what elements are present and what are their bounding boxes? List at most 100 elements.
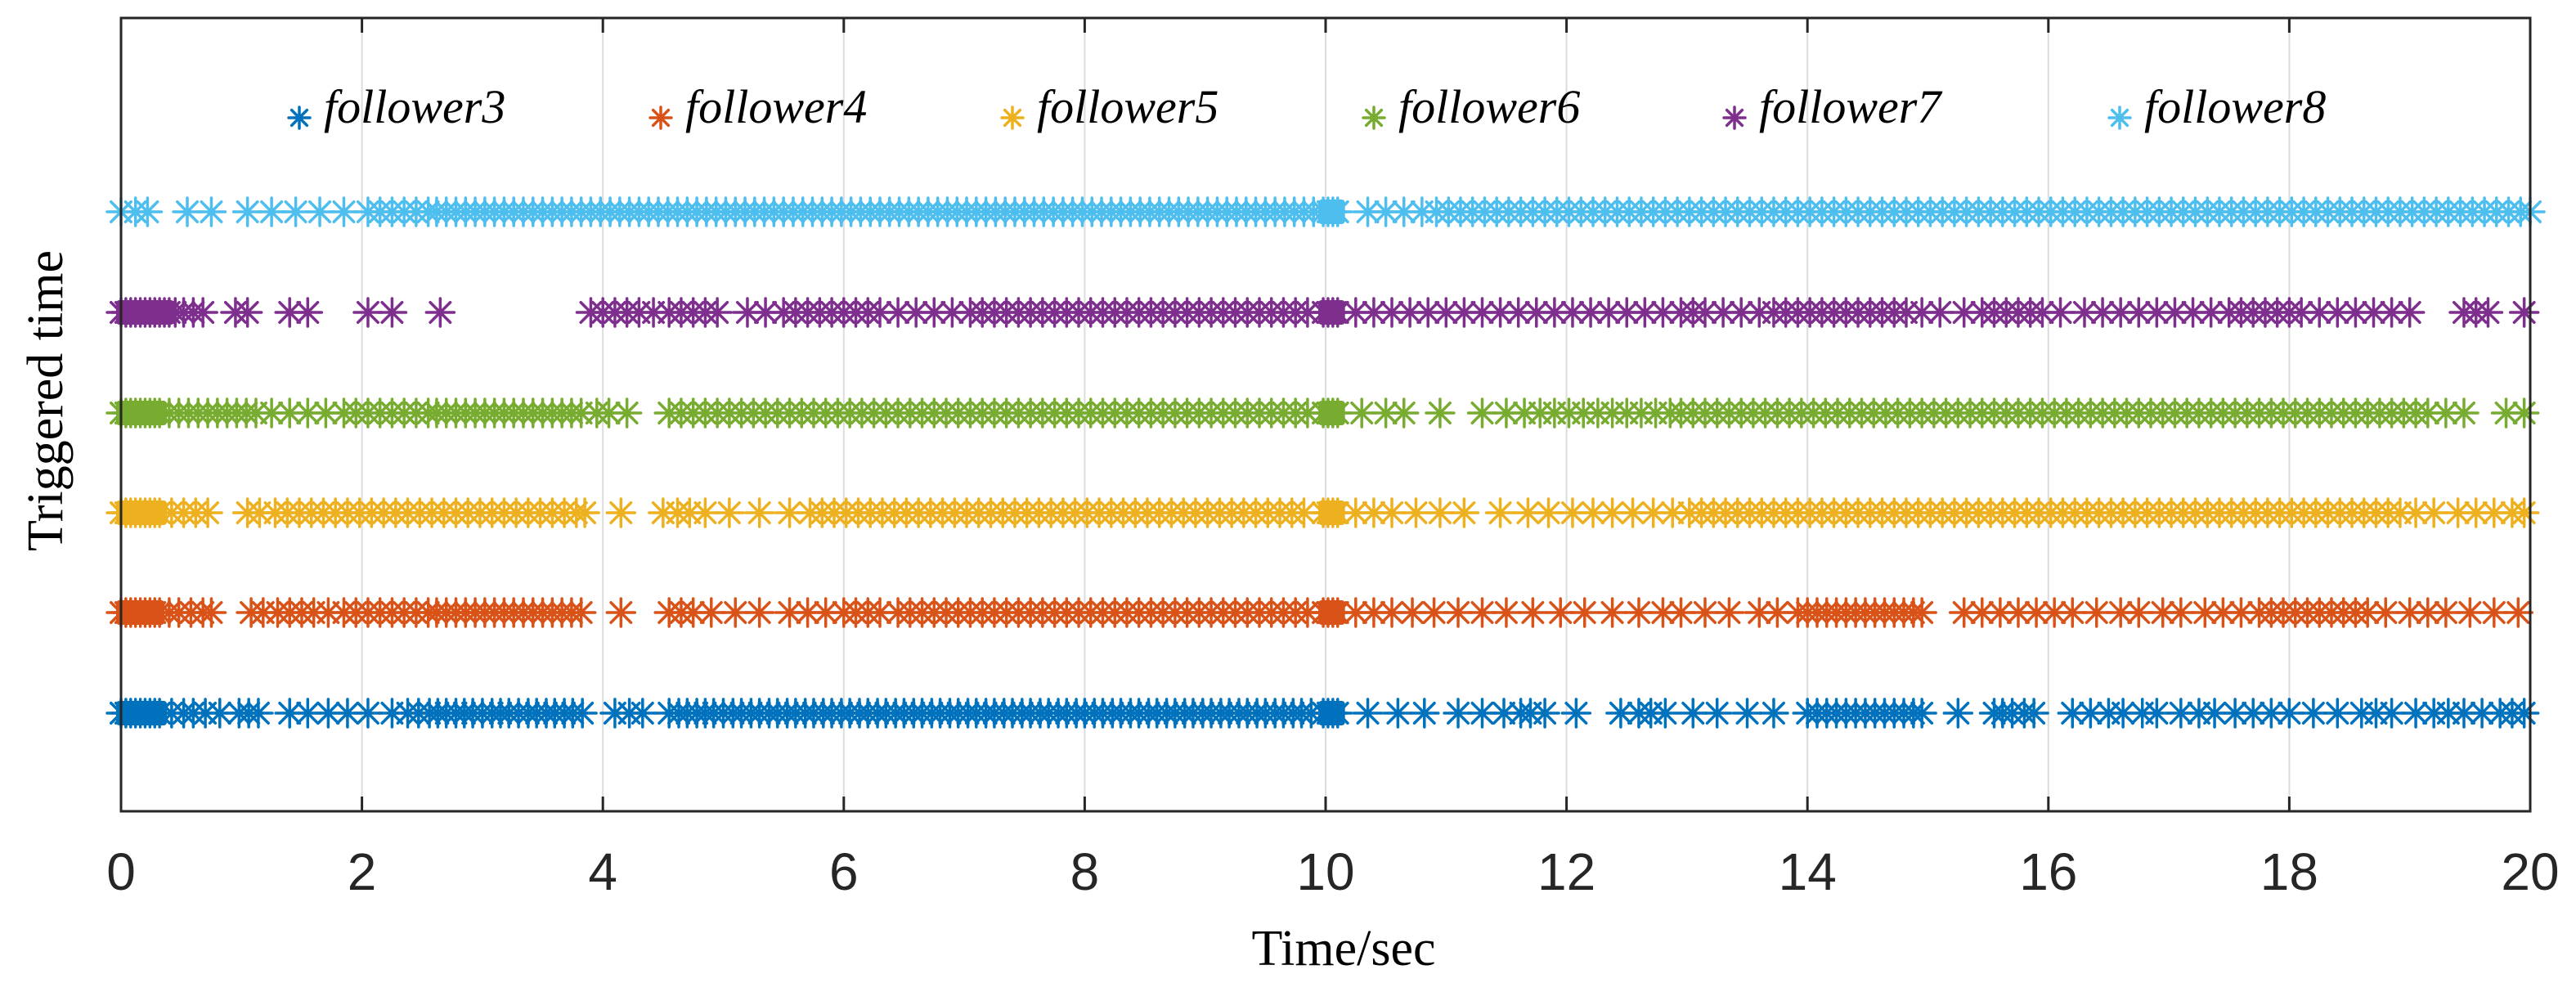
trigger-point: [1322, 297, 1353, 328]
trigger-point: [310, 397, 342, 429]
trigger-point: [1466, 698, 1498, 729]
trigger-point: [1448, 497, 1480, 528]
trigger-point: [1596, 497, 1628, 528]
trigger-point: [2026, 297, 2058, 328]
legend-marker-icon: [287, 105, 312, 130]
trigger-point: [1623, 597, 1654, 628]
trigger-point: [2418, 497, 2449, 528]
trigger-point: [1924, 297, 1955, 328]
trigger-point: [1430, 297, 1462, 328]
legend-item-follower4: follower4: [648, 80, 867, 133]
x-tick-label: 14: [1779, 842, 1837, 901]
trigger-point: [1529, 698, 1560, 729]
trigger-point: [1942, 698, 1974, 729]
trigger-point: [2466, 698, 2497, 729]
trigger-point: [2479, 597, 2510, 628]
trigger-point: [1388, 397, 1420, 429]
trigger-point: [2165, 698, 2197, 729]
trigger-point: [1701, 698, 1733, 729]
trigger-point: [1891, 297, 1922, 328]
trigger-point: [1394, 297, 1425, 328]
trigger-point: [2376, 297, 2408, 328]
trigger-point: [274, 698, 305, 729]
trigger-point: [1443, 597, 1474, 628]
trigger-point: [2273, 698, 2305, 729]
trigger-point: [2479, 497, 2510, 528]
trigger-point: [256, 397, 287, 429]
trigger-point: [1690, 297, 1721, 328]
trigger-point: [1605, 698, 1636, 729]
trigger-point: [605, 597, 637, 628]
trigger-point: [2508, 397, 2540, 429]
trigger-point: [2069, 297, 2100, 328]
trigger-point: [376, 698, 408, 729]
trigger-point: [1397, 597, 1428, 628]
trigger-point: [2018, 698, 2049, 729]
trigger-point: [2508, 297, 2540, 328]
trigger-point: [2080, 597, 2112, 628]
trigger-point: [2430, 597, 2462, 628]
trigger-point: [1726, 297, 1757, 328]
trigger-point: [638, 297, 669, 328]
trigger-point: [240, 397, 272, 429]
trigger-point: [2165, 597, 2197, 628]
trigger-point: [2298, 698, 2329, 729]
series-follower7: [105, 297, 2540, 328]
trigger-point: [2412, 397, 2444, 429]
trigger-point: [1557, 297, 1588, 328]
x-tick-label: 2: [348, 842, 377, 901]
trigger-point: [2400, 497, 2431, 528]
trigger-point: [2358, 297, 2390, 328]
trigger-point: [1358, 597, 1389, 628]
trigger-point: [274, 297, 305, 328]
trigger-point: [900, 297, 931, 328]
trigger-point: [792, 597, 824, 628]
trigger-point: [2237, 698, 2269, 729]
trigger-point: [1906, 597, 1937, 628]
x-tick-label: 6: [829, 842, 859, 901]
trigger-point: [2400, 698, 2431, 729]
series-follower8: [105, 196, 2546, 227]
trigger-point: [2370, 597, 2401, 628]
trigger-point: [2177, 297, 2209, 328]
trigger-point: [1617, 497, 1649, 528]
trigger-point: [1292, 597, 1323, 628]
trigger-point: [2490, 397, 2522, 429]
trigger-point: [1376, 497, 1407, 528]
trigger-point: [2340, 297, 2372, 328]
trigger-point: [2141, 698, 2173, 729]
trigger-point: [2255, 698, 2287, 729]
trigger-point: [743, 597, 775, 628]
trigger-point: [256, 196, 287, 227]
series-markers: [105, 196, 2546, 729]
series-follower6: [105, 397, 2540, 429]
trigger-point: [2394, 297, 2426, 328]
trigger-point: [2508, 497, 2540, 528]
legend-marker-icon: [1722, 105, 1747, 130]
trigger-point: [1677, 698, 1709, 729]
trigger-point: [882, 297, 913, 328]
x-axis-ticks: 0 2 4 6 8 10 12 14 16 18 20: [106, 18, 2560, 901]
trigger-point: [2105, 297, 2136, 328]
trigger-point: [1358, 297, 1389, 328]
trigger-point: [2448, 397, 2480, 429]
trigger-point: [1358, 497, 1389, 528]
trigger-point: [195, 196, 227, 227]
trigger-point: [1491, 597, 1522, 628]
legend-label: follower6: [1398, 80, 1580, 133]
trigger-point: [1288, 497, 1320, 528]
trigger-point: [243, 698, 274, 729]
trigger-point: [2039, 597, 2070, 628]
trigger-point: [1647, 297, 1679, 328]
trigger-point: [1545, 597, 1576, 628]
trigger-point: [1906, 297, 1937, 328]
trigger-point: [1376, 597, 1407, 628]
trigger-point: [696, 597, 727, 628]
trigger-point: [750, 297, 781, 328]
trigger-point: [292, 698, 324, 729]
trigger-point: [2123, 597, 2155, 628]
x-tick-label: 20: [2501, 842, 2559, 901]
trigger-point: [187, 297, 218, 328]
trigger-point: [274, 397, 305, 429]
